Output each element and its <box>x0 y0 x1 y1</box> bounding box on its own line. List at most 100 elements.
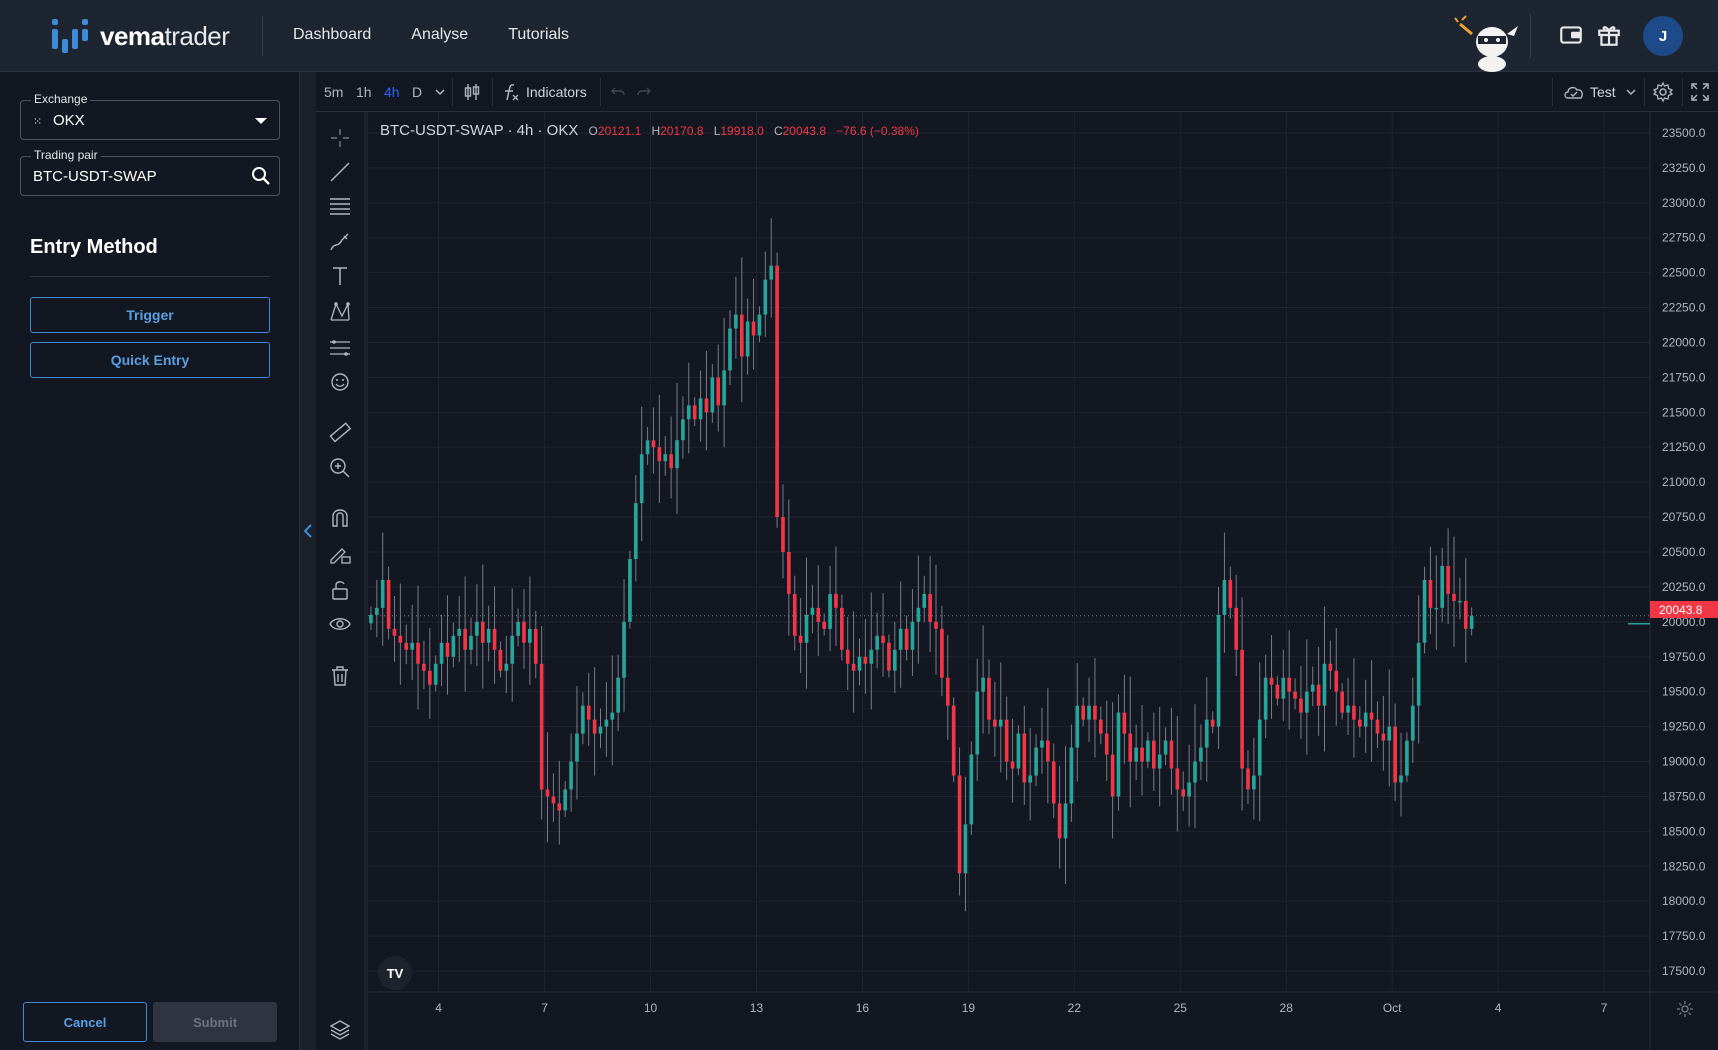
candle-body <box>851 663 856 671</box>
y-axis-tick-label: 22250.0 <box>1662 301 1706 315</box>
candle-body <box>1399 775 1403 783</box>
candle-body <box>1040 740 1044 748</box>
timeframe-5m[interactable]: 5m <box>324 84 344 100</box>
layout-name[interactable]: Test <box>1590 84 1616 100</box>
toolbar-divider <box>492 78 493 106</box>
candle-body <box>1257 719 1262 776</box>
trend-line-icon[interactable] <box>328 160 352 184</box>
candle-body <box>1128 733 1133 762</box>
trigger-button[interactable]: Trigger <box>30 297 270 333</box>
quick-entry-button[interactable]: Quick Entry <box>30 342 270 378</box>
user-avatar[interactable]: J <box>1643 16 1683 56</box>
candle-body <box>1228 579 1233 608</box>
visibility-eye-icon[interactable] <box>328 612 352 636</box>
fullscreen-icon[interactable] <box>1690 82 1710 102</box>
y-axis-tick-label: 21750.0 <box>1662 370 1706 384</box>
candle-body <box>645 440 650 455</box>
nav-analyse[interactable]: Analyse <box>411 26 469 43</box>
search-icon[interactable] <box>251 166 271 186</box>
candle-body <box>1110 754 1115 797</box>
timeframe-menu-chevron-icon[interactable] <box>435 88 445 96</box>
chevron-left-icon[interactable] <box>303 524 313 538</box>
logo[interactable]: vematrader <box>52 18 230 54</box>
y-axis-tick-label: 23250.0 <box>1662 161 1706 175</box>
indicators-fx-icon[interactable] <box>502 82 520 102</box>
zoom-in-icon[interactable] <box>328 456 352 480</box>
last-price-label: 20043.8 <box>1650 601 1718 618</box>
y-axis-tick-label: 21250.0 <box>1662 440 1706 454</box>
exchange-select[interactable]: Exchange ⁙ OKX <box>20 92 280 140</box>
candle-body <box>704 398 709 413</box>
candle-body <box>628 558 632 622</box>
x-axis-tick-label: 13 <box>750 1001 764 1015</box>
nav-dashboard[interactable]: Dashboard <box>293 26 372 43</box>
lock-draw-icon[interactable] <box>328 542 352 566</box>
candle-style-icon[interactable] <box>462 82 482 102</box>
forecast-tool-icon[interactable] <box>328 336 352 360</box>
emoji-icon[interactable] <box>328 370 352 394</box>
candle-body <box>592 719 597 734</box>
pattern-tool-icon[interactable] <box>328 300 352 324</box>
trading-pair-input[interactable]: Trading pair BTC-USDT-SWAP <box>20 148 280 196</box>
wallet-icon[interactable] <box>1558 22 1584 48</box>
candle-body <box>745 321 750 357</box>
axis-settings-icon[interactable] <box>1676 1000 1694 1018</box>
submit-button[interactable]: Submit <box>153 1002 277 1042</box>
trash-icon[interactable] <box>328 664 352 688</box>
gift-icon[interactable] <box>1596 22 1622 48</box>
fib-retracement-icon[interactable] <box>328 194 352 218</box>
ruler-icon[interactable] <box>328 420 352 444</box>
candle-body <box>1446 565 1450 594</box>
exchange-label: Exchange <box>31 92 91 106</box>
candle-body <box>375 607 379 615</box>
toolbar-divider <box>1682 78 1683 106</box>
candle-body <box>1204 719 1209 748</box>
candle-body <box>810 607 815 615</box>
logo-icon <box>52 19 90 53</box>
layers-icon[interactable] <box>328 1018 352 1042</box>
y-axis-tick-label: 19000.0 <box>1662 755 1706 769</box>
candle-body <box>1310 684 1315 692</box>
crosshair-icon[interactable] <box>328 126 352 150</box>
candle-body <box>1004 719 1009 762</box>
y-axis-tick-label: 20250.0 <box>1662 580 1706 594</box>
candle-body <box>1410 705 1415 741</box>
timeframe-d[interactable]: D <box>412 84 423 100</box>
panel-collapse-strip[interactable] <box>300 72 316 1050</box>
tradingview-logo-icon[interactable]: TV <box>378 956 412 990</box>
timeframe-4h[interactable]: 4h <box>384 84 400 100</box>
top-navbar: vematrader Dashboard Analyse Tutorials J <box>0 0 1718 72</box>
candle-body <box>1216 614 1221 727</box>
dropdown-caret-icon <box>255 118 267 124</box>
candle-body <box>681 419 685 441</box>
candle-body <box>445 642 450 657</box>
nav-tutorials[interactable]: Tutorials <box>508 26 569 43</box>
indicators-button[interactable]: Indicators <box>526 84 587 100</box>
ninja-mascot-icon[interactable] <box>1452 12 1524 72</box>
candle-body <box>510 635 515 664</box>
settings-gear-icon[interactable] <box>1652 81 1674 103</box>
layout-menu-chevron-icon[interactable] <box>1626 88 1636 96</box>
magnet-icon[interactable] <box>328 506 352 530</box>
candle-body <box>539 663 544 790</box>
undo-icon[interactable] <box>610 84 626 100</box>
candle-body <box>1393 726 1397 783</box>
y-axis-tick-label: 18250.0 <box>1662 859 1706 873</box>
candle-body <box>1322 663 1327 706</box>
candle-body <box>1469 615 1474 629</box>
candle-body <box>398 635 403 643</box>
entry-method-title: Entry Method <box>30 236 158 258</box>
timeframe-1h[interactable]: 1h <box>356 84 372 100</box>
candle-body <box>987 677 991 720</box>
text-tool-icon[interactable] <box>328 264 352 288</box>
x-axis-tick-label: 4 <box>435 1001 442 1015</box>
price-chart[interactable]: 23500.0 23250.0 23000.0 22750.0 22500.0 22250… <box>368 112 1718 1050</box>
candle-body <box>1169 740 1174 769</box>
cancel-button[interactable]: Cancel <box>23 1002 147 1042</box>
candle-body <box>822 621 827 629</box>
candle-body <box>957 775 962 874</box>
unlock-icon[interactable] <box>328 578 352 602</box>
redo-icon[interactable] <box>636 84 652 100</box>
brush-icon[interactable] <box>328 230 352 254</box>
cloud-save-icon[interactable] <box>1562 82 1586 102</box>
